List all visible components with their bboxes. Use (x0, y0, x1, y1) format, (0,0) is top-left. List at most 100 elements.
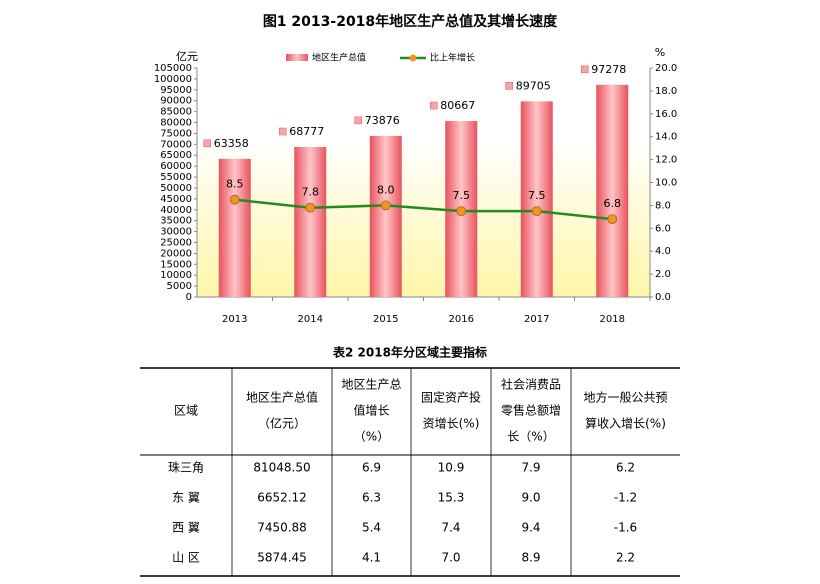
line-label: 8.0 (377, 183, 395, 196)
legend-label: 比上年增长 (430, 52, 475, 64)
table-cell: 5.4 (362, 521, 381, 535)
y2-tick-label: 2.0 (655, 269, 671, 280)
y2-tick-label: 20.0 (655, 63, 677, 74)
table-cell: 9.0 (521, 491, 540, 505)
y-tick-label: 40000 (160, 205, 192, 216)
table-header-cell: （%） (354, 430, 389, 444)
line (234, 198, 613, 221)
table-title: 表2 2018年分区域主要指标 (332, 345, 487, 360)
y-tick-label: 105000 (154, 63, 192, 74)
table-cell: 5874.45 (257, 551, 307, 565)
table-header-cell: 值增长 (353, 403, 389, 418)
table-cell: 6652.12 (257, 491, 307, 505)
table-header-cell: 地区生产总 (341, 378, 401, 392)
table-header-cell: 社会消费品 (501, 377, 561, 392)
table-cell: 6.2 (616, 461, 635, 475)
y-tick-label: 75000 (160, 128, 192, 139)
table-cell: 7.9 (521, 461, 540, 475)
table-header-cell: 地方一般公共预 (583, 390, 667, 405)
y2-tick-label: 8.0 (655, 200, 671, 211)
x-tick-label: 2018 (600, 314, 625, 325)
table-cell: 6.9 (362, 461, 381, 475)
y-tick-label: 90000 (160, 96, 192, 107)
table-cell: 9.4 (521, 521, 540, 535)
legend-label: 地区生产总值 (312, 52, 366, 64)
y-tick-label: 60000 (160, 161, 192, 172)
bar-label-icon (505, 82, 513, 90)
line-point (456, 206, 467, 217)
table-cell: 东 翼 (172, 491, 200, 505)
bar-label: 97278 (591, 63, 626, 76)
table-header-cell: 零售总额增 (501, 403, 561, 418)
legend-swatch (286, 54, 308, 61)
y-tick-label: 85000 (160, 107, 192, 118)
table-cell: 10.9 (438, 461, 465, 475)
table-cell: 4.1 (362, 551, 381, 565)
y-tick-label: 0 (186, 292, 192, 303)
y-tick-label: 65000 (160, 150, 192, 161)
y-tick-label: 50000 (160, 183, 192, 194)
table-cell: 7.4 (441, 521, 460, 535)
table-header-cell: 区域 (174, 404, 198, 418)
table-cell: 15.3 (438, 491, 465, 505)
bar (218, 158, 251, 297)
table-header-cell: 算收入增长(%) (585, 416, 666, 431)
bar-label: 68777 (289, 125, 324, 138)
table-header-cell: 长（%） (507, 430, 554, 444)
line-label: 7.8 (302, 186, 320, 199)
y2-axis-label: % (655, 46, 665, 59)
x-tick-label: 2016 (449, 314, 474, 325)
y-tick-label: 30000 (160, 227, 192, 238)
bar-label-icon (430, 101, 438, 110)
y-tick-label: 20000 (160, 248, 192, 259)
chart-title: 图1 2013-2018年地区生产总值及其增长速度 (263, 13, 558, 30)
y-tick-label: 15000 (160, 259, 192, 270)
bar-label: 89705 (516, 79, 551, 92)
line-point (531, 206, 542, 217)
y2-tick-label: 10.0 (655, 178, 677, 189)
table-cell: 7.0 (441, 551, 460, 565)
x-tick-label: 2017 (524, 314, 549, 325)
bar (596, 84, 629, 298)
table-cell: 珠三角 (168, 461, 204, 475)
x-tick-label: 2015 (373, 314, 398, 325)
y-tick-label: 25000 (160, 237, 192, 248)
x-tick-label: 2014 (298, 314, 323, 325)
line-label: 6.8 (604, 197, 622, 210)
table-header-cell: 资增长(%) (423, 417, 480, 431)
bar-label-icon (279, 127, 287, 136)
bar (294, 147, 327, 297)
y2-tick-label: 18.0 (655, 86, 677, 97)
table-cell: -1.6 (614, 521, 637, 535)
bar (369, 135, 402, 297)
bar-label-icon (581, 65, 589, 74)
table-header-cell: 固定资产投 (421, 390, 481, 405)
bar-label: 80667 (440, 99, 475, 112)
y-axis-label: 亿元 (176, 50, 198, 63)
y-tick-label: 35000 (160, 216, 192, 227)
legend-marker (409, 54, 417, 62)
y-tick-label: 100000 (154, 74, 192, 85)
table-cell: 8.9 (521, 551, 540, 565)
y2-tick-label: 14.0 (655, 132, 677, 143)
y2-tick-label: 4.0 (655, 246, 671, 257)
y-tick-label: 80000 (160, 118, 192, 129)
table-cell: 西 翼 (172, 521, 200, 535)
line-point (229, 194, 240, 205)
y-tick-label: 95000 (160, 85, 192, 96)
line-label: 7.5 (453, 189, 471, 202)
table-cell: 2.2 (616, 551, 635, 565)
y-tick-label: 45000 (160, 194, 192, 205)
table-header-cell: （亿元） (258, 416, 306, 431)
bar-label: 63358 (214, 137, 249, 150)
x-tick-label: 2013 (222, 314, 247, 325)
bar (520, 101, 553, 297)
y-tick-label: 55000 (160, 172, 192, 183)
table-header-cell: 地区生产总值 (246, 390, 318, 405)
table-cell: 山 区 (172, 551, 200, 565)
bar-label-icon (354, 116, 362, 125)
y2-tick-label: 6.0 (655, 223, 671, 234)
y-tick-label: 10000 (160, 270, 192, 281)
y2-tick-label: 16.0 (655, 109, 677, 120)
